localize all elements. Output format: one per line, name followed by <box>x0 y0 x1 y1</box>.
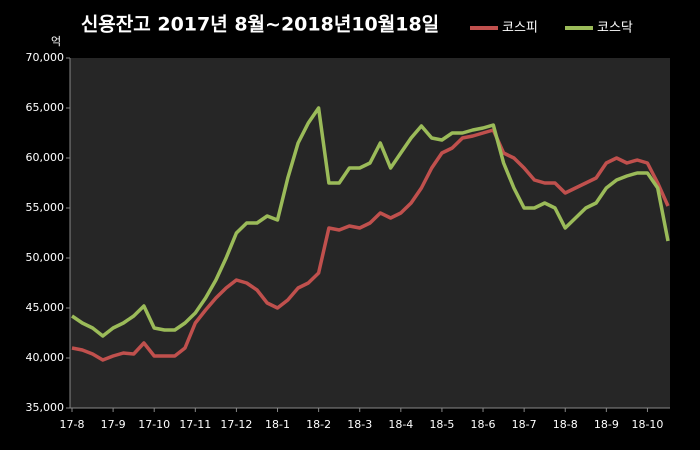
x-tick-label: 17-11 <box>179 418 211 431</box>
x-tick-label: 17-9 <box>101 418 126 431</box>
plot-area <box>70 58 670 408</box>
y-tick-label: 70,000 <box>26 51 65 64</box>
x-tick-label: 17-8 <box>60 418 85 431</box>
x-tick-label: 18-8 <box>553 418 578 431</box>
y-tick-label: 45,000 <box>26 301 65 314</box>
y-tick-label: 60,000 <box>26 151 65 164</box>
x-tick-label: 18-10 <box>631 418 663 431</box>
series-line <box>71 106 670 338</box>
x-tick-label: 17-12 <box>220 418 252 431</box>
legend-label: 코스닥 <box>597 21 633 36</box>
y-tick-label: 35,000 <box>26 401 65 414</box>
y-tick-label: 55,000 <box>26 201 65 214</box>
chart-title: 신용잔고 2017년 8월~2018년10월18일 <box>81 14 439 36</box>
legend-label: 코스피 <box>502 21 538 36</box>
x-tick-label: 18-2 <box>306 418 331 431</box>
y-tick-label: 65,000 <box>26 101 65 114</box>
x-tick-label: 18-3 <box>347 418 372 431</box>
x-tick-label: 18-4 <box>388 418 413 431</box>
series-line <box>71 128 670 362</box>
x-tick-label: 18-9 <box>594 418 619 431</box>
x-tick-label: 18-7 <box>512 418 537 431</box>
x-tick-label: 18-1 <box>265 418 290 431</box>
y-tick-label: 50,000 <box>26 251 65 264</box>
x-tick-label: 18-5 <box>429 418 454 431</box>
y-tick-label: 40,000 <box>26 351 65 364</box>
x-tick-label: 17-10 <box>138 418 170 431</box>
y-unit: 억 <box>51 35 61 48</box>
x-tick-label: 18-6 <box>471 418 496 431</box>
